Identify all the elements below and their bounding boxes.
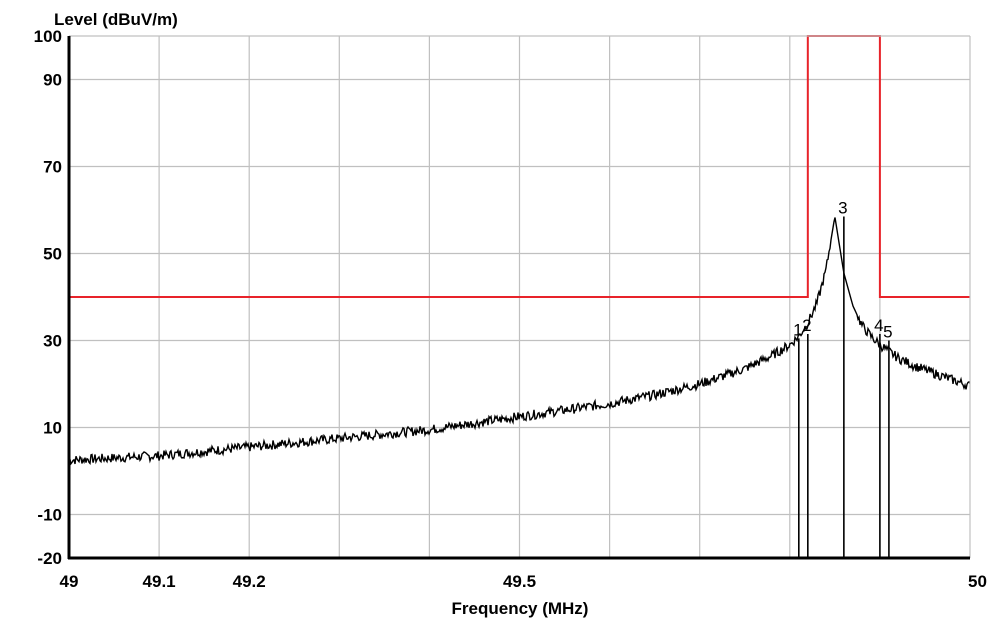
x-tick-label: 49 xyxy=(60,572,79,591)
y-axis-title: Level (dBuV/m) xyxy=(54,10,178,29)
marker-label: 4 xyxy=(874,316,883,335)
x-tick-label: 50 xyxy=(968,572,987,591)
marker-label: 3 xyxy=(838,199,847,218)
x-axis-title: Frequency (MHz) xyxy=(452,599,589,618)
marker-label: 5 xyxy=(883,323,892,342)
y-tick-label: 100 xyxy=(34,27,62,46)
y-tick-label: 30 xyxy=(43,332,62,351)
y-tick-label: -20 xyxy=(37,549,62,568)
y-tick-labels: 100 90 70 50 30 10 -10 -20 xyxy=(34,27,62,568)
y-tick-label: 70 xyxy=(43,158,62,177)
marker-labels-group: 1 2 3 4 5 xyxy=(793,199,893,342)
marker-label: 2 xyxy=(802,316,811,335)
x-tick-labels: 49 49.1 49.2 49.5 50 xyxy=(60,572,987,591)
x-tick-label: 49.1 xyxy=(143,572,176,591)
axes-group xyxy=(67,35,971,560)
x-tick-label: 49.2 xyxy=(233,572,266,591)
series-group xyxy=(68,217,971,466)
marker-label: 1 xyxy=(793,320,802,339)
y-tick-label: 90 xyxy=(43,71,62,90)
series-line xyxy=(68,217,971,466)
y-tick-label: 50 xyxy=(43,245,62,264)
x-tick-label: 49.5 xyxy=(503,572,536,591)
y-tick-label: 10 xyxy=(43,419,62,438)
y-tick-label: -10 xyxy=(37,506,62,525)
